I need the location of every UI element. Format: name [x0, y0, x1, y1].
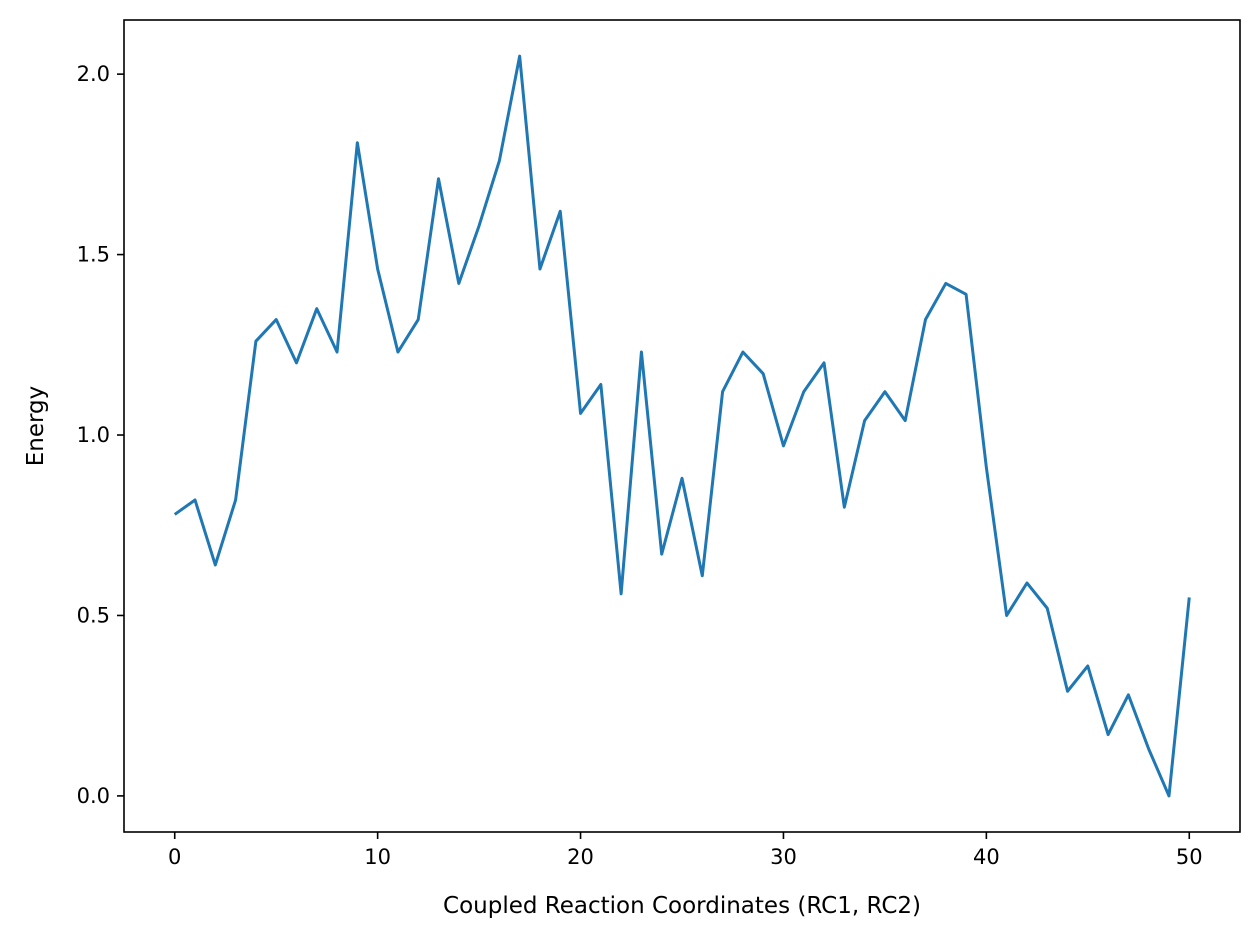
y-axis: 0.0 0.5 1.0 1.5 2.0	[77, 62, 124, 808]
y-tick-label: 0.0	[77, 784, 110, 808]
x-axis-label: Coupled Reaction Coordinates (RC1, RC2)	[443, 893, 921, 919]
x-axis: 0 10 20 30 40 50	[168, 832, 1203, 869]
x-tick-label: 20	[567, 845, 594, 869]
axes-frame	[123, 19, 1241, 833]
x-tick-label: 50	[1176, 845, 1203, 869]
y-tick-label: 0.5	[77, 603, 110, 627]
plot-area	[173, 54, 1191, 798]
y-axis-label: Energy	[23, 386, 49, 467]
x-tick-label: 0	[168, 845, 181, 869]
y-tick-label: 1.5	[77, 243, 110, 267]
x-tick-label: 40	[973, 845, 1000, 869]
series-line-0	[173, 54, 1191, 798]
y-tick-label: 2.0	[77, 62, 110, 86]
y-tick-label: 1.0	[77, 423, 110, 447]
x-tick-label: 30	[770, 845, 797, 869]
x-tick-label: 10	[364, 845, 391, 869]
